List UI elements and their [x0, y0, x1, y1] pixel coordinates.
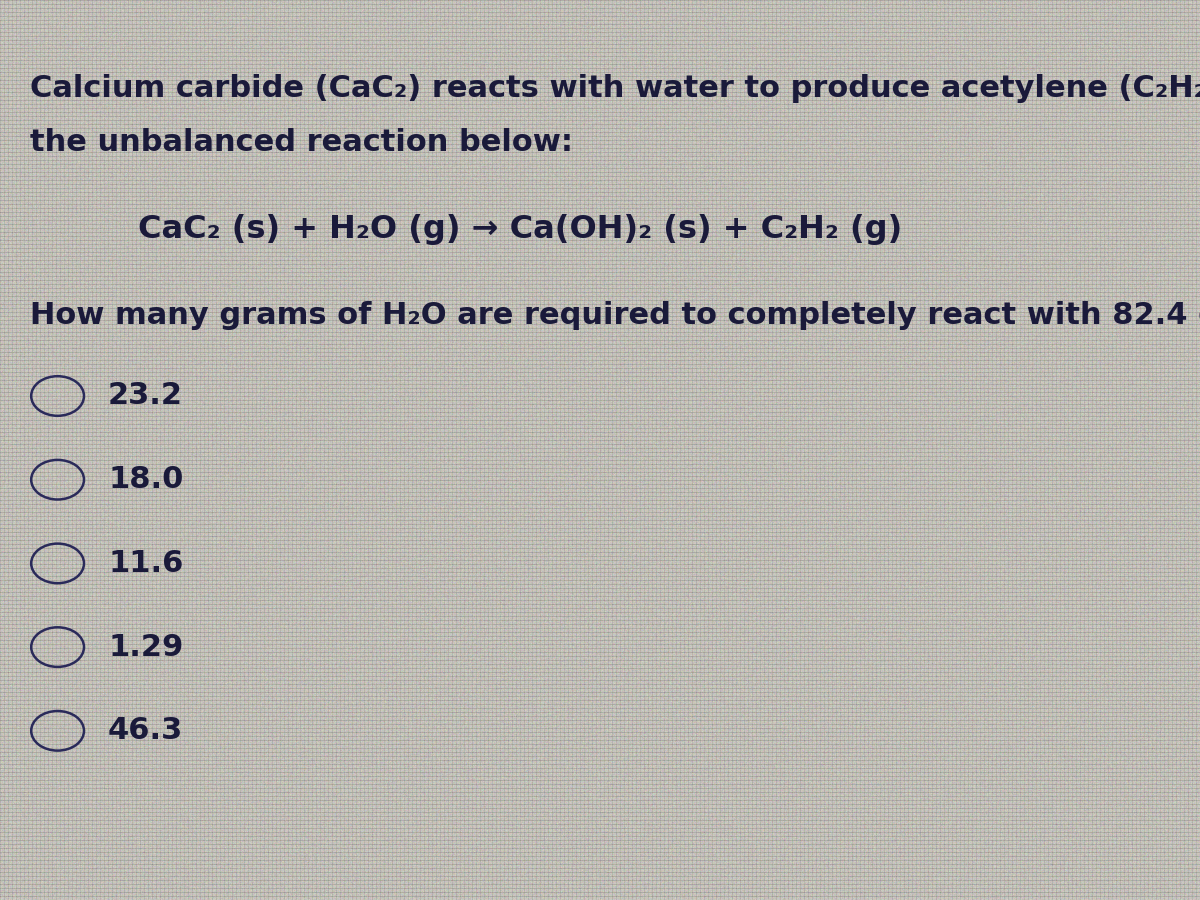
Text: CaC₂ (s) + H₂O (g) → Ca(OH)₂ (s) + C₂H₂ (g): CaC₂ (s) + H₂O (g) → Ca(OH)₂ (s) + C₂H₂ …	[138, 214, 902, 245]
Text: 46.3: 46.3	[108, 716, 184, 745]
Text: 11.6: 11.6	[108, 549, 184, 578]
Text: 18.0: 18.0	[108, 465, 184, 494]
Text: 1.29: 1.29	[108, 633, 184, 662]
Text: the unbalanced reaction below:: the unbalanced reaction below:	[30, 128, 574, 157]
Text: Calcium carbide (CaC₂) reacts with water to produce acetylene (C₂H₂) as shown in: Calcium carbide (CaC₂) reacts with water…	[30, 74, 1200, 103]
Text: 23.2: 23.2	[108, 382, 182, 410]
Text: How many grams of H₂O are required to completely react with 82.4 g of CaC₂.: How many grams of H₂O are required to co…	[30, 302, 1200, 330]
